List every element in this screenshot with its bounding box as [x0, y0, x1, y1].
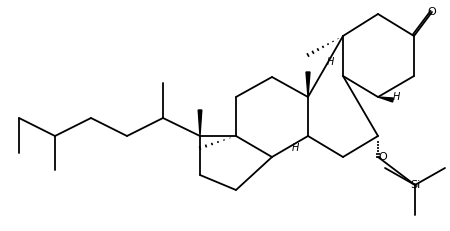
Text: Si: Si: [410, 180, 420, 190]
Polygon shape: [198, 110, 202, 136]
Text: O: O: [428, 7, 436, 17]
Text: H: H: [326, 57, 334, 67]
Polygon shape: [306, 72, 310, 97]
Text: H: H: [393, 92, 401, 102]
Polygon shape: [378, 97, 393, 102]
Text: O: O: [378, 152, 387, 162]
Text: H: H: [291, 143, 299, 153]
